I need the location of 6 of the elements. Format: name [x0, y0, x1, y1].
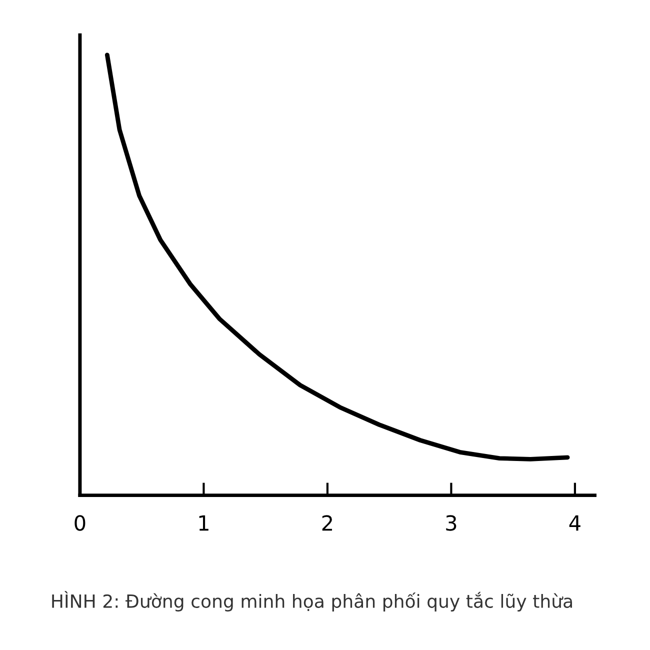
text: HÌNH 2: Đường cong minh họa phân phối quy tắc lũy thừa [52, 591, 572, 612]
x-tick-label: 4 [569, 515, 580, 531]
x-tick-label: 0 [74, 515, 86, 531]
x-tick-label: 3 [446, 515, 456, 531]
x-tick-label: 1 [199, 515, 208, 531]
x-tick-label: 2 [322, 515, 332, 531]
